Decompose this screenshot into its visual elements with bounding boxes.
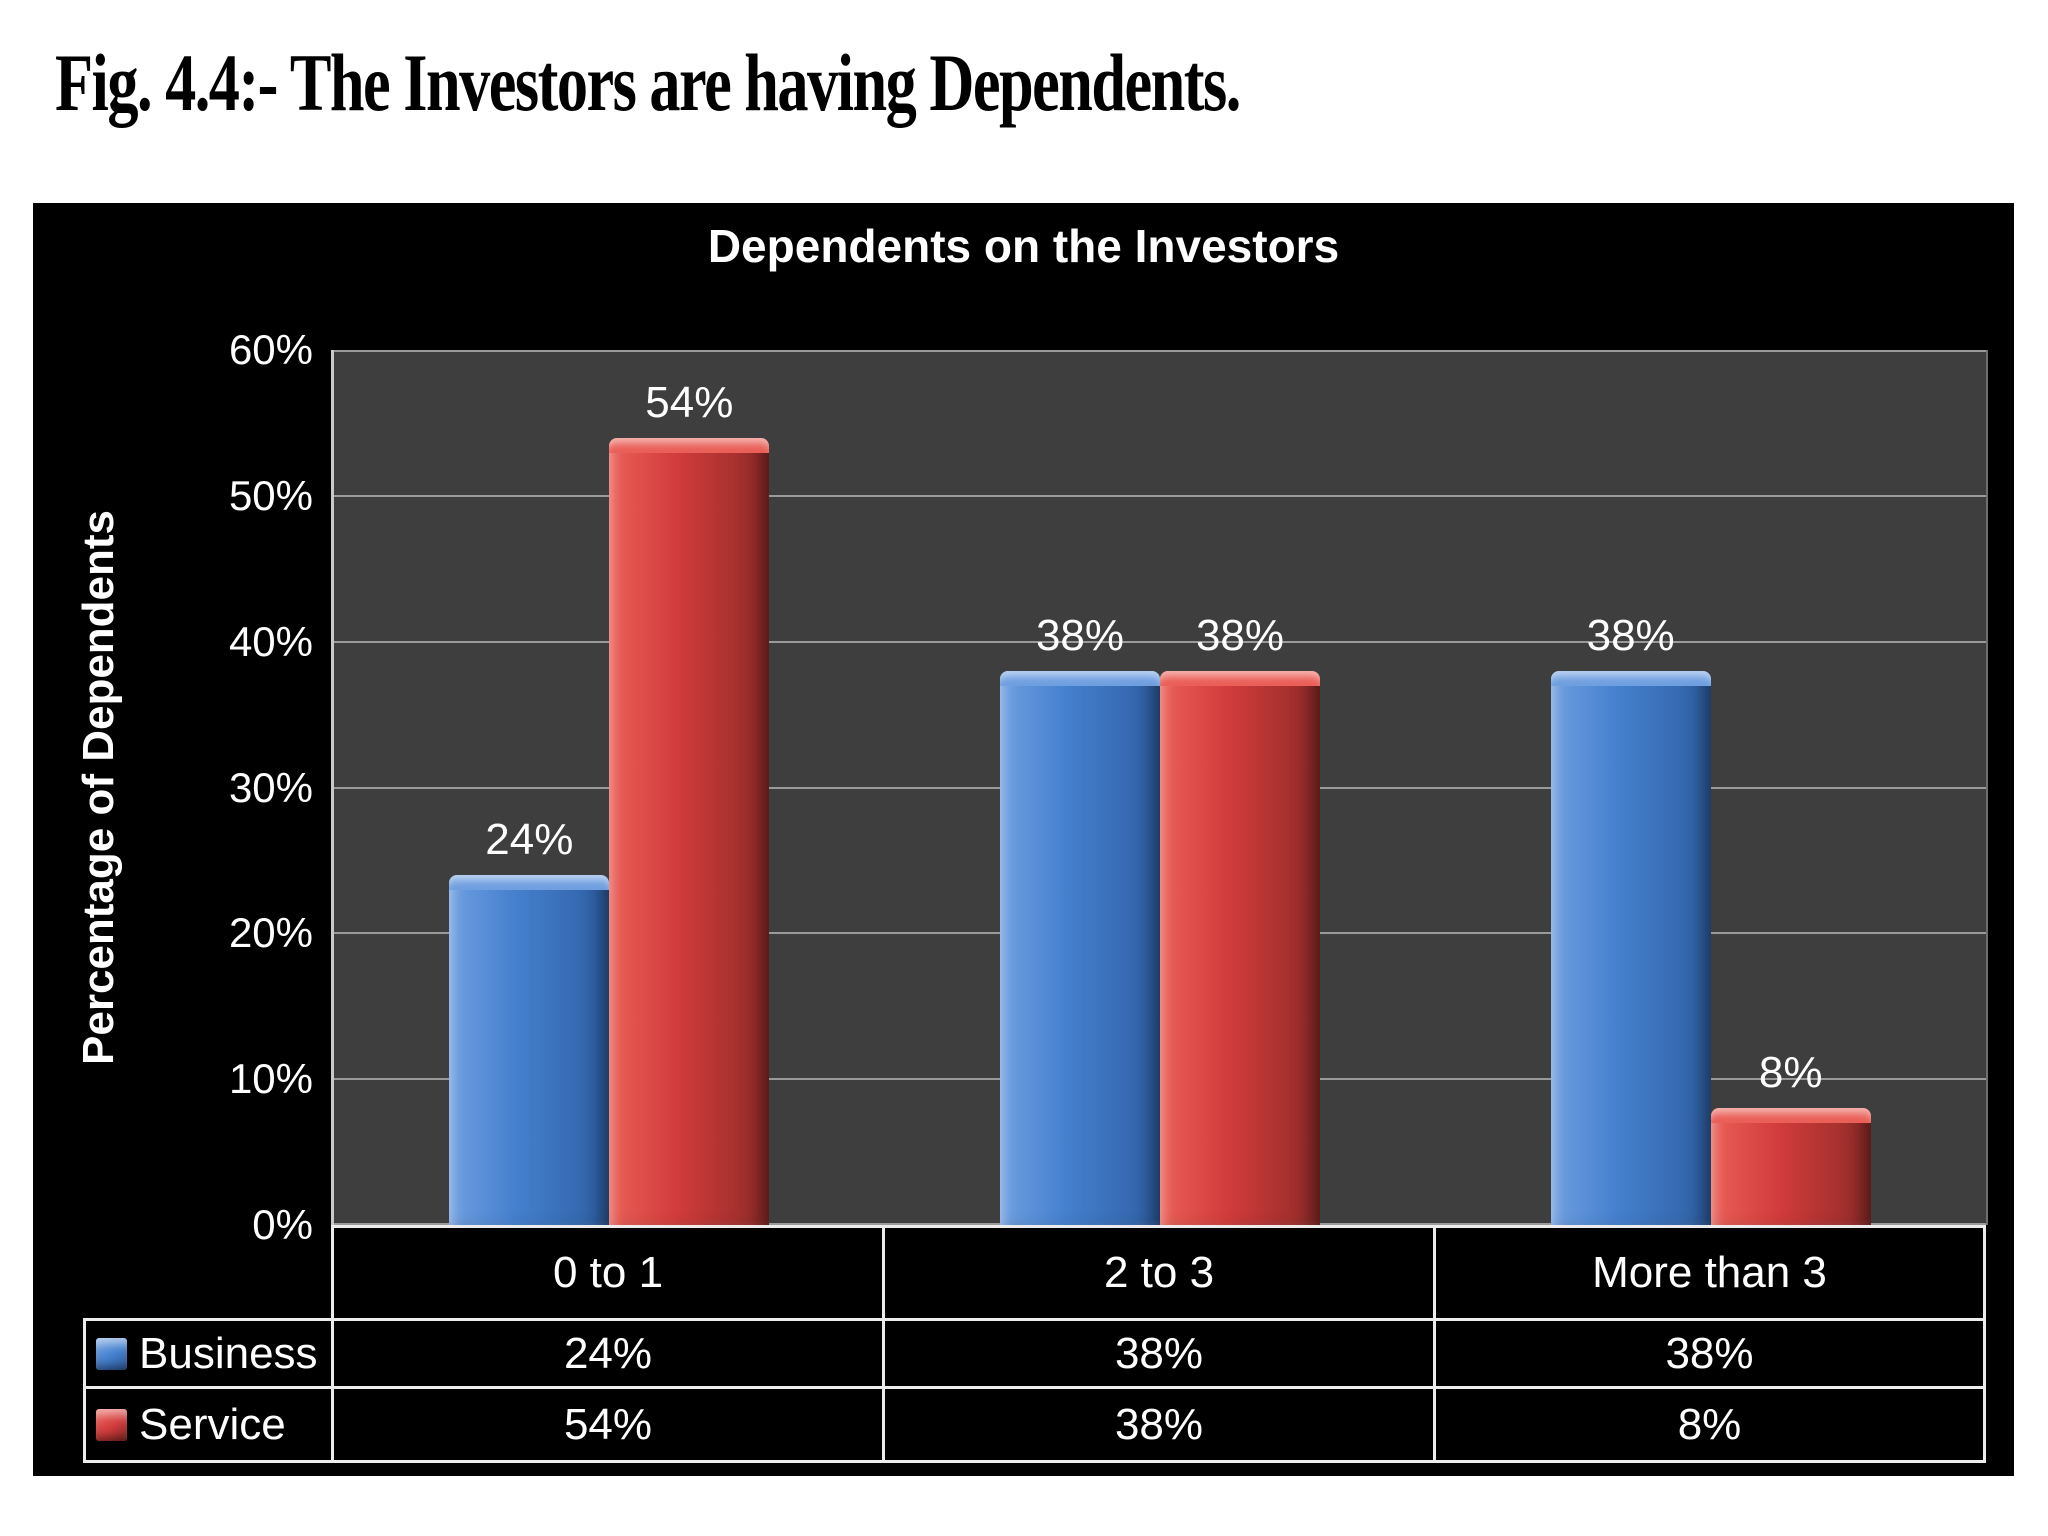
table-value: 38% [1433, 1318, 1986, 1389]
category-header: 2 to 3 [882, 1225, 1436, 1321]
bar-business-0-to-1 [449, 875, 610, 1225]
service-legend-key-icon [96, 1408, 127, 1441]
bar-data-label: 38% [1195, 610, 1285, 660]
bar-top-bevel [1160, 670, 1320, 686]
bar-data-label: 8% [1758, 1048, 1823, 1098]
table-value: 38% [882, 1318, 1436, 1389]
bar-data-label: 38% [1035, 610, 1125, 660]
chart-title: Dependents on the Investors [707, 220, 1340, 272]
table-row-service: Service 54% 38% 8% [83, 1386, 1986, 1463]
y-tick-label: 60% [228, 326, 313, 373]
bar-top-bevel [1550, 670, 1711, 686]
legend-cell-service: Service [83, 1386, 334, 1463]
y-axis-title: Percentage of Dependents [74, 509, 123, 1066]
bar-top-bevel [1000, 670, 1160, 686]
legend-label-business: Business [139, 1328, 318, 1378]
bar-service-2-to-3 [1160, 670, 1320, 1225]
bar-top-bevel [609, 437, 770, 453]
figure-title: Fig. 4.4:- The Investors are having Depe… [55, 37, 1241, 128]
bar-top-bevel [449, 875, 610, 890]
bar-service-0-to-1 [609, 437, 770, 1225]
category-header: More than 3 [1433, 1225, 1986, 1321]
table-value: 8% [1433, 1386, 1986, 1463]
table-row-business: Business 24% 38% 38% [83, 1318, 1986, 1389]
chart-canvas: Dependents on the Investors Percentage o… [33, 203, 2014, 1476]
y-tick-label: 0% [252, 1201, 313, 1248]
y-tick-label: 20% [228, 909, 313, 957]
gridline [334, 640, 1986, 643]
y-tick-label: 10% [228, 1055, 313, 1103]
gridline [334, 350, 1986, 352]
y-tick-label: 50% [228, 471, 313, 519]
bar-top-bevel [1710, 1108, 1871, 1124]
table-value: 54% [331, 1386, 885, 1463]
data-table: 0 to 1 2 to 3 More than 3 Business 24% 3… [83, 1225, 1986, 1463]
bar-data-label: 54% [645, 377, 734, 427]
table-row-categories: 0 to 1 2 to 3 More than 3 [85, 1225, 1986, 1321]
table-value: 38% [882, 1386, 1436, 1463]
legend-label-service: Service [139, 1399, 286, 1449]
y-tick-label: 30% [228, 763, 313, 811]
table-corner-blank [85, 1227, 333, 1320]
gridline [334, 494, 1986, 497]
bar-data-label: 38% [1586, 610, 1675, 660]
plot-area: 24% 38% 38% 54% 38% 8% [331, 350, 1988, 1225]
bar-data-label: 24% [485, 815, 574, 864]
y-tick-label: 40% [228, 617, 313, 665]
category-header: 0 to 1 [331, 1225, 885, 1321]
bar-service-more-than-3 [1710, 1108, 1871, 1225]
legend-cell-business: Business [83, 1318, 334, 1389]
business-legend-key-icon [96, 1337, 127, 1370]
bar-business-more-than-3 [1550, 670, 1711, 1225]
bar-business-2-to-3 [1000, 670, 1160, 1225]
table-value: 24% [331, 1318, 885, 1389]
